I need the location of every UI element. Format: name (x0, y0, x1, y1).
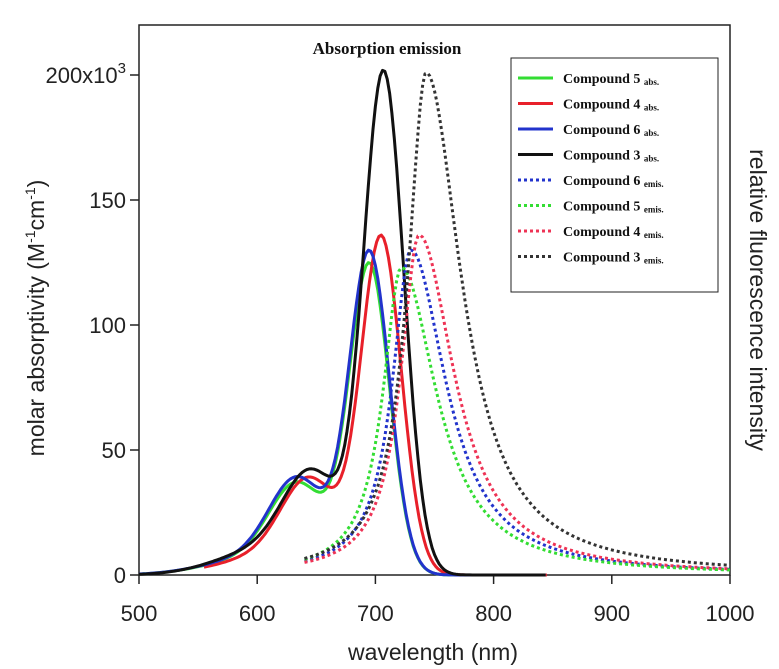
series-line (304, 266, 730, 572)
curves (138, 68, 731, 577)
y-tick-label: 200x103 (45, 60, 126, 88)
legend-subscript: abs. (644, 103, 659, 113)
y-tick-label-text: 50 (102, 438, 126, 463)
legend-subscript: abs. (644, 128, 659, 138)
legend-label: Compound 5 abs. (563, 72, 659, 87)
y-axis-title-sup1: -1 (22, 230, 38, 243)
legend-subscript: emis. (644, 205, 664, 215)
legend-name: Compound 4 (563, 225, 644, 240)
series-line (304, 71, 731, 567)
y-tick-label-text: 0 (114, 563, 126, 588)
legend-subscript: emis. (644, 256, 664, 266)
legend-subscript: emis. (644, 230, 664, 240)
y-tick-label: 0 (114, 563, 126, 588)
x-tick-label: 700 (357, 601, 394, 626)
y-tick-label: 150 (89, 188, 126, 213)
x-axis-title: wavelength (nm) (347, 639, 518, 665)
legend-name: Compound 4 (563, 98, 644, 113)
plot-frame (138, 24, 731, 576)
series-line (304, 233, 730, 571)
legend-name: Compound 3 (563, 251, 644, 266)
y-axis-title-main: molar absorptivity (M (23, 243, 49, 456)
legend-label: Compound 4 emis. (563, 225, 664, 240)
y-tick-label-sup: 3 (118, 60, 126, 77)
legend: Compound 5 abs.Compound 4 abs.Compound 6… (518, 72, 664, 266)
x-tick-label: 500 (121, 601, 158, 626)
x-tick-label: 600 (239, 601, 276, 626)
legend-subscript: emis. (644, 179, 664, 189)
x-tick-label: 1000 (706, 601, 755, 626)
y-axis-title-sup2: -1 (22, 187, 38, 200)
series-line (304, 248, 731, 571)
y-tick-label: 100 (89, 313, 126, 338)
y-axis-title-end: ) (23, 180, 49, 188)
legend-name: Compound 5 (563, 72, 644, 87)
legend-label: Compound 6 abs. (563, 123, 659, 138)
legend-box (510, 57, 719, 293)
legend-subscript: abs. (644, 77, 659, 87)
legend-subscript: abs. (644, 154, 659, 164)
x-tick-label: 800 (475, 601, 512, 626)
legend-label: Compound 4 abs. (563, 98, 659, 113)
x-tick-label: 900 (593, 601, 630, 626)
y-tick-label-text: 150 (89, 188, 126, 213)
annotation-label: Absorption emission (313, 39, 462, 58)
y2-axis-title: relative fluorescence intensity (745, 149, 771, 451)
series-line (138, 248, 546, 577)
legend-label: Compound 3 abs. (563, 149, 659, 164)
legend-name: Compound 6 (563, 123, 644, 138)
y-axis-title: molar absorptivity (M-1cm-1) (22, 180, 49, 457)
y-tick-label: 50 (102, 438, 126, 463)
legend-name: Compound 3 (563, 149, 644, 164)
axis-ticks: 500 600 700 800 900 1000 0 50 100 150 200x103 (45, 60, 754, 626)
legend-label: Compound 3 emis. (563, 251, 664, 266)
y-tick-label-text: 200x10 (45, 63, 117, 88)
legend-name: Compound 6 (563, 174, 644, 189)
series-line (138, 68, 546, 577)
y-axis-title-mid: cm (23, 200, 49, 231)
legend-name: Compound 5 (563, 200, 644, 215)
y-tick-label-text: 100 (89, 313, 126, 338)
legend-label: Compound 6 emis. (563, 174, 664, 189)
legend-label: Compound 5 emis. (563, 200, 664, 215)
